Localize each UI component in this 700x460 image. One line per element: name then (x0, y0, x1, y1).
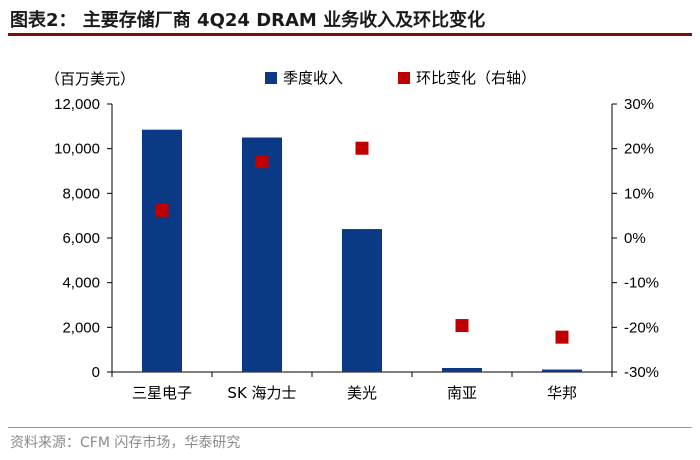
revenue-bar (142, 129, 182, 372)
qoq-change-marker (555, 330, 569, 344)
left-axis-tick-label: 10,000 (54, 141, 100, 158)
category-label: 南亚 (447, 384, 477, 402)
left-axis-tick-label: 4,000 (62, 275, 100, 292)
legend-bar-swatch (265, 72, 277, 84)
right-axis-tick-label: -30% (624, 364, 659, 381)
left-axis-tick-label: 8,000 (62, 185, 100, 202)
plot-area: 0 2,000 4,000 6,000 8,000 10,000 12,000 -30% -20… (54, 96, 659, 402)
source-note: 资料来源：CFM 闪存市场，华泰研究 (10, 435, 241, 451)
left-axis-unit-label: （百万美元） (45, 70, 135, 88)
category-label: 美光 (347, 384, 377, 402)
right-axis-tick-label: -20% (624, 319, 659, 336)
revenue-bar (342, 229, 382, 372)
right-axis-tick-label: -10% (624, 275, 659, 292)
revenue-bar (442, 367, 482, 372)
category-label: SK 海力士 (227, 384, 296, 402)
left-axis-tick-label: 0 (92, 364, 100, 381)
footer-rule (8, 427, 692, 428)
legend-marker-label: 环比变化（右轴） (416, 69, 536, 87)
right-axis-tick-label: 30% (624, 96, 654, 113)
figure-title: 图表2： 主要存储厂商 4Q24 DRAM 业务收入及环比变化 (10, 10, 486, 31)
right-axis-tick-label: 10% (624, 185, 654, 202)
category-label: 华邦 (547, 384, 577, 402)
title-rule (8, 33, 692, 36)
legend: 季度收入 环比变化（右轴） (265, 69, 536, 87)
qoq-change-marker (155, 203, 169, 217)
revenue-bar (542, 369, 582, 372)
legend-bar-label: 季度收入 (283, 69, 343, 87)
qoq-change-marker (255, 155, 269, 169)
right-axis-tick-label: 20% (624, 141, 654, 158)
left-axis-tick-label: 12,000 (54, 96, 100, 113)
legend-marker-swatch (398, 72, 410, 84)
qoq-change-marker (355, 141, 369, 155)
revenue-bar (242, 137, 282, 372)
left-axis-tick-label: 6,000 (62, 230, 100, 247)
qoq-change-marker (455, 319, 469, 333)
category-label: 三星电子 (132, 384, 192, 402)
right-axis-tick-label: 0% (624, 230, 646, 247)
left-axis-tick-label: 2,000 (62, 319, 100, 336)
